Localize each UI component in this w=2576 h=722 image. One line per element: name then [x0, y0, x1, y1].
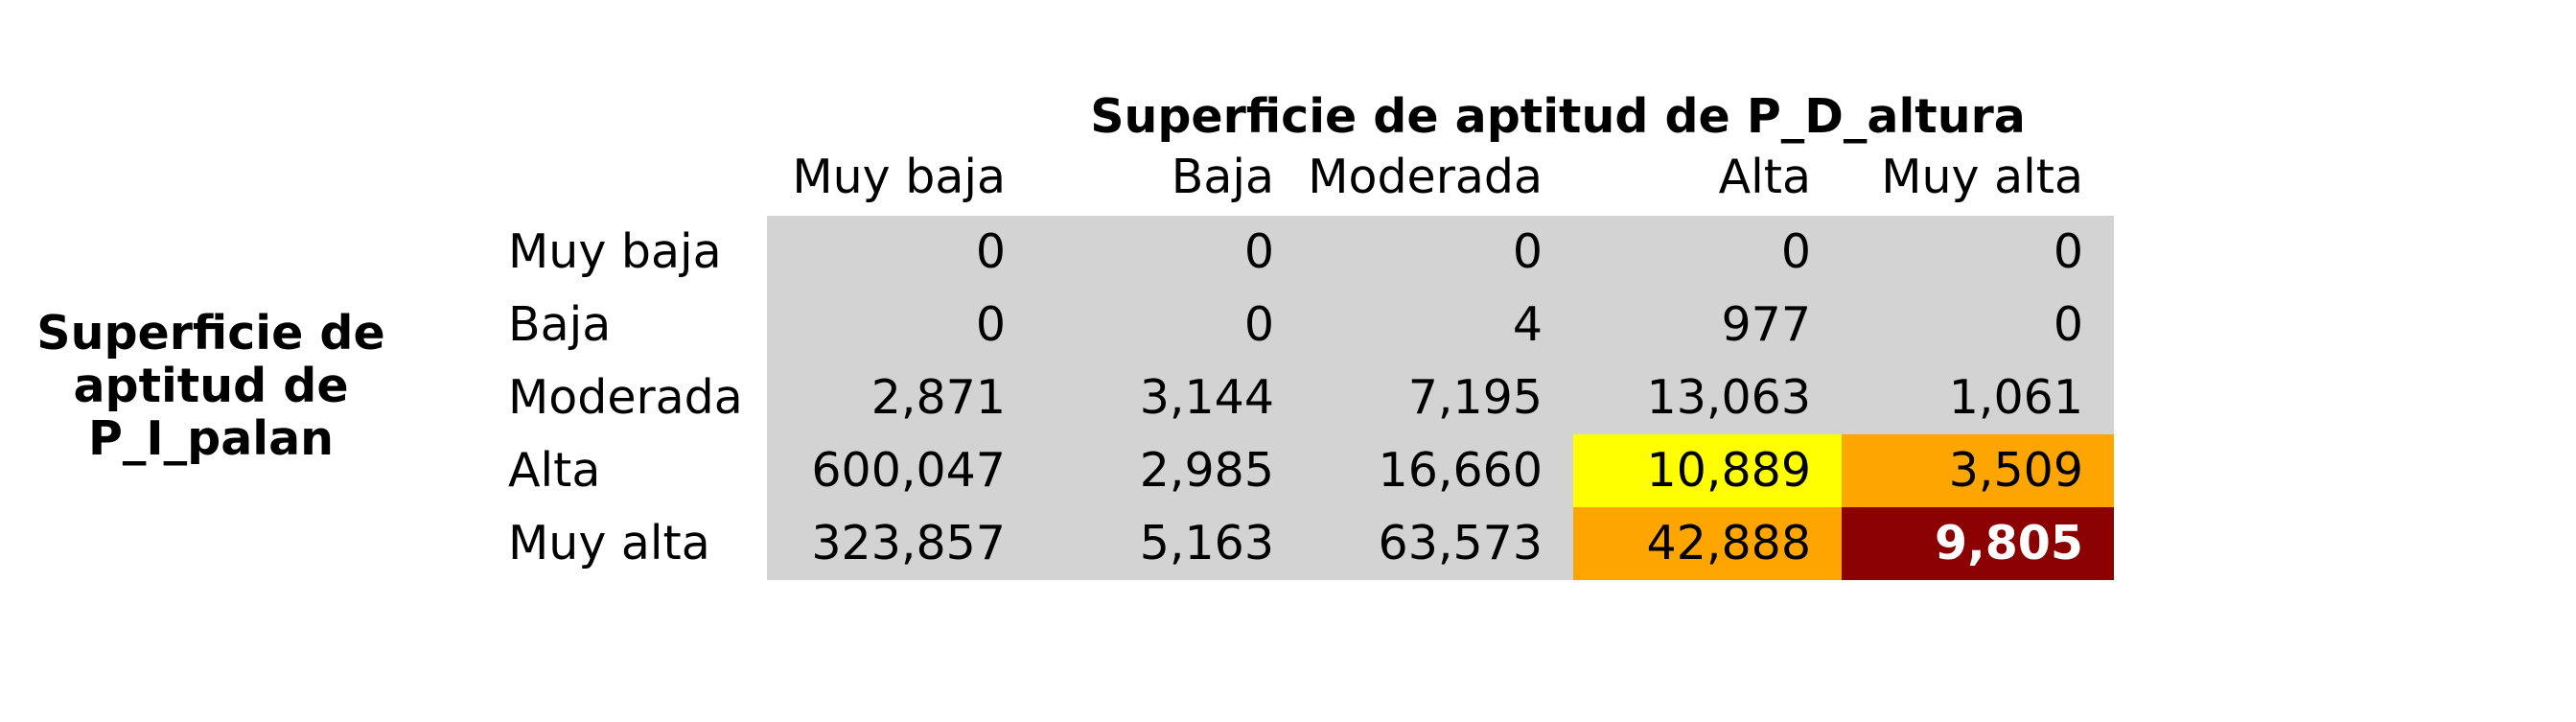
table-cell: 63,573: [1305, 507, 1573, 580]
table-cell: 7,195: [1305, 361, 1573, 434]
column-header: Alta: [1718, 150, 1811, 204]
table-cell: 16,660: [1305, 434, 1573, 507]
column-header: Muy alta: [1881, 150, 2083, 204]
table-cell: 2,985: [1036, 434, 1305, 507]
row-axis-title: Superficie de aptitud de P_I_palan: [36, 306, 385, 466]
table-cell: 2,871: [767, 361, 1036, 434]
table-cell: 10,889: [1573, 434, 1842, 507]
column-header: Muy baja: [792, 150, 1006, 204]
row-header: Muy alta: [508, 516, 710, 571]
table-cell: 0: [1573, 216, 1842, 289]
table-cell: 3,144: [1036, 361, 1305, 434]
table-cell: 0: [1036, 216, 1305, 289]
table-cell: 0: [767, 216, 1036, 289]
table-cell: 42,888: [1573, 507, 1842, 580]
table-cell: 5,163: [1036, 507, 1305, 580]
column-axis-title: Superficie de aptitud de P_D_altura: [1090, 89, 2026, 144]
table-cell: 0: [1305, 216, 1573, 289]
table-cell: 0: [1036, 289, 1305, 361]
table-cell: 9,805: [1842, 507, 2114, 580]
column-header: Moderada: [1308, 150, 1543, 204]
table-cell: 4: [1305, 289, 1573, 361]
row-header: Moderada: [508, 370, 743, 425]
table-cell: 3,509: [1842, 434, 2114, 507]
table-cell: 0: [767, 289, 1036, 361]
table-cell: 0: [1842, 216, 2114, 289]
row-header: Muy baja: [508, 224, 722, 279]
table-cell: 1,061: [1842, 361, 2114, 434]
column-header: Baja: [1171, 150, 1274, 204]
table-cell: 600,047: [767, 434, 1036, 507]
row-header: Alta: [508, 443, 601, 498]
table-cell: 0: [1842, 289, 2114, 361]
table-cell: 977: [1573, 289, 1842, 361]
row-header: Baja: [508, 297, 612, 352]
table-cell: 13,063: [1573, 361, 1842, 434]
table-cell: 323,857: [767, 507, 1036, 580]
